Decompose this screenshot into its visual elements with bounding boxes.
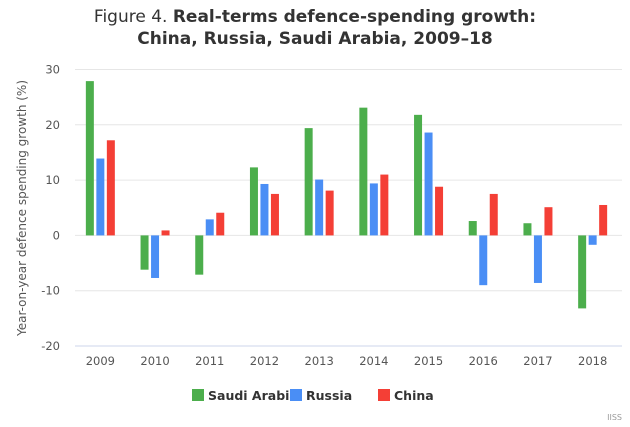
legend-label: Russia	[306, 388, 352, 403]
x-tick-label: 2016	[469, 354, 498, 368]
bar-china-2009	[106, 140, 115, 236]
bar-russia-2015	[424, 132, 433, 236]
bar-russia-2011	[205, 219, 214, 236]
y-axis-ticks: 30 20 10 0 -10 -20	[41, 63, 60, 354]
y-tick-label: -10	[41, 284, 60, 298]
gridlines	[75, 69, 622, 347]
legend-label: Saudi Arabia	[208, 388, 298, 403]
legend-swatch	[290, 389, 302, 401]
bar-saudi-arabia-2015	[414, 114, 423, 236]
bar-saudi-arabia-2014	[359, 107, 368, 236]
x-tick-label: 2017	[523, 354, 552, 368]
title-main: Real-terms defence-spending growth:	[172, 7, 537, 27]
bar-china-2017	[544, 207, 553, 236]
chart-title: Figure 4. Real-terms defence-spending gr…	[0, 6, 630, 50]
title-line-1: Figure 4. Real-terms defence-spending gr…	[0, 6, 630, 28]
title-line-2: China, Russia, Saudi Arabia, 2009–18	[137, 29, 493, 49]
legend-item-china[interactable]: China	[378, 388, 434, 403]
bar-saudi-arabia-2013	[304, 128, 313, 236]
bar-russia-2017	[533, 235, 542, 283]
title-prefix: Figure 4.	[93, 7, 168, 27]
x-tick-label: 2009	[86, 354, 115, 368]
x-tick-label: 2010	[140, 354, 169, 368]
bar-russia-2012	[260, 183, 269, 236]
bar-saudi-arabia-2017	[523, 223, 532, 236]
x-tick-label: 2011	[195, 354, 224, 368]
bar-saudi-arabia-2016	[468, 221, 477, 236]
bar-russia-2014	[369, 183, 378, 236]
bar-russia-2018	[588, 235, 597, 245]
legend: Saudi Arabia Russia China	[192, 388, 434, 403]
bar-china-2011	[216, 212, 225, 236]
bar-china-2016	[489, 193, 498, 236]
x-tick-label: 2015	[414, 354, 443, 368]
x-tick-label: 2012	[250, 354, 279, 368]
bar-saudi-arabia-2011	[195, 235, 204, 275]
bar-saudi-arabia-2010	[140, 235, 149, 270]
bar-china-2014	[380, 174, 389, 236]
legend-swatch	[378, 389, 390, 401]
bar-saudi-arabia-2012	[249, 167, 258, 236]
x-axis-ticks: 2009 2010 2011 2012 2013 2014 2015 2016 2017 2018	[86, 354, 608, 368]
x-tick-label: 2013	[305, 354, 334, 368]
bar-russia-2016	[479, 235, 488, 286]
y-tick-label: 30	[45, 63, 60, 77]
bar-china-2013	[325, 190, 334, 236]
bar-russia-2010	[151, 235, 160, 278]
bar-saudi-arabia-2009	[85, 81, 94, 236]
bar-russia-2013	[315, 179, 324, 236]
y-tick-label: 20	[45, 118, 60, 132]
credit-text: IISS	[607, 413, 622, 422]
legend-swatch	[192, 389, 204, 401]
bar-china-2010	[161, 230, 170, 236]
x-tick-label: 2018	[578, 354, 607, 368]
y-tick-label: -20	[41, 339, 60, 353]
bar-china-2018	[599, 204, 608, 236]
y-tick-label: 0	[53, 228, 60, 242]
bar-china-2015	[435, 186, 444, 236]
y-axis-label: Year-on-year defence spending growth (%)	[15, 80, 29, 337]
legend-item-russia[interactable]: Russia	[290, 388, 352, 403]
y-tick-label: 10	[45, 173, 60, 187]
x-tick-label: 2014	[359, 354, 388, 368]
bars	[85, 81, 608, 309]
bar-china-2012	[270, 193, 279, 236]
bar-saudi-arabia-2018	[578, 235, 587, 309]
legend-label: China	[394, 388, 434, 403]
legend-item-saudi-arabia[interactable]: Saudi Arabia	[192, 388, 298, 403]
bar-russia-2009	[96, 158, 105, 236]
